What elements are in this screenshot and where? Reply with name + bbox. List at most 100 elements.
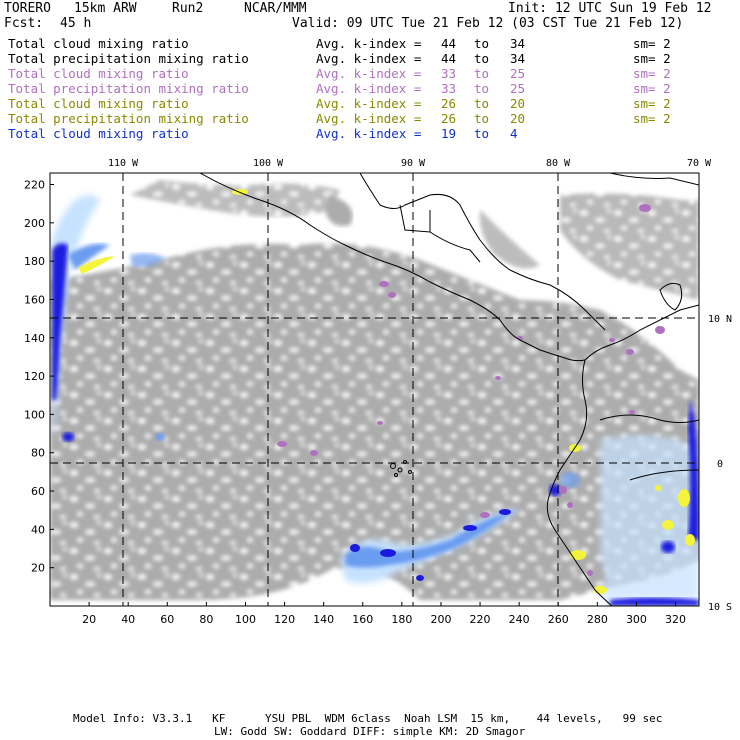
y-tick-label: 100 bbox=[24, 408, 45, 421]
legend-to: 34 bbox=[510, 51, 526, 66]
legend-field: Total cloud mixing ratio bbox=[8, 96, 189, 111]
legend-row: Total cloud mixing ratio Avg. k-index = 26… bbox=[8, 96, 733, 111]
legend-field: Total cloud mixing ratio bbox=[8, 126, 189, 141]
forecast-label: Fcst: bbox=[4, 16, 44, 31]
x-ticks: 20 40 60 80 100 120 140 160 180 200 220 240 260 280 30… bbox=[82, 602, 686, 626]
init-time: Init: 12 UTC Sun 19 Feb 12 bbox=[508, 1, 712, 16]
y-tick-label: 20 bbox=[31, 562, 45, 575]
x-tick-label: 200 bbox=[430, 613, 451, 626]
x-tick-label: 300 bbox=[626, 613, 647, 626]
longitude-label: 100 W bbox=[253, 158, 284, 169]
legend-to: 20 bbox=[510, 96, 526, 111]
x-tick-label: 160 bbox=[352, 613, 373, 626]
x-tick-label: 20 bbox=[82, 613, 96, 626]
y-ticks: 220 200 180 160 140 120 100 80 60 40 20 bbox=[24, 178, 54, 575]
legend-idx-label: Avg. k-index = bbox=[316, 81, 422, 96]
longitude-labels: 110 W 100 W 90 W 80 W 70 W bbox=[108, 158, 712, 169]
legend-from: 19 bbox=[441, 126, 457, 141]
purple-patches bbox=[277, 204, 665, 576]
y-tick-label: 160 bbox=[24, 293, 45, 306]
legend-row: Total precipitation mixing ratio Avg. k-i… bbox=[8, 111, 733, 126]
legend-field: Total precipitation mixing ratio bbox=[8, 81, 249, 96]
latitude-labels: 10 N 0 10 S bbox=[708, 314, 732, 613]
x-tick-label: 320 bbox=[665, 613, 686, 626]
legend-from: 44 bbox=[441, 51, 457, 66]
field-layer bbox=[50, 173, 699, 606]
legend-to: 4 bbox=[510, 126, 518, 141]
y-tick-label: 60 bbox=[31, 485, 45, 498]
legend-sm: sm= 2 bbox=[633, 66, 671, 81]
legend-to: 25 bbox=[510, 81, 526, 96]
x-tick-label: 180 bbox=[391, 613, 412, 626]
blue-cloud-left bbox=[52, 189, 248, 442]
latitude-label: 0 bbox=[717, 459, 723, 470]
legend-field: Total cloud mixing ratio bbox=[8, 66, 189, 81]
y-tick-label: 80 bbox=[31, 447, 45, 460]
x-tick-label: 260 bbox=[548, 613, 569, 626]
legend-to-label: to bbox=[474, 36, 490, 51]
longitude-label: 90 W bbox=[401, 158, 426, 169]
latitude-label: 10 S bbox=[708, 602, 732, 613]
x-tick-label: 100 bbox=[235, 613, 256, 626]
legend-from: 26 bbox=[441, 96, 457, 111]
legend-row: Total cloud mixing ratio Avg. k-index = 44… bbox=[8, 36, 733, 51]
legend-sm: sm= 2 bbox=[633, 51, 671, 66]
coastlines bbox=[199, 173, 699, 606]
legend-idx-label: Avg. k-index = bbox=[316, 126, 422, 141]
blue-band-bottom bbox=[340, 508, 520, 584]
legend-to-label: to bbox=[474, 81, 490, 96]
blue-cloud-right bbox=[549, 400, 699, 606]
longitude-label: 80 W bbox=[546, 158, 571, 169]
y-tick-label: 220 bbox=[24, 178, 45, 191]
run-label: Run2 bbox=[172, 1, 204, 16]
legend-row: Total cloud mixing ratio Avg. k-index = 33… bbox=[8, 66, 733, 81]
yellow-patches bbox=[569, 444, 695, 594]
x-tick-label: 40 bbox=[121, 613, 135, 626]
legend-field: Total cloud mixing ratio bbox=[8, 36, 189, 51]
legend-to-label: to bbox=[474, 66, 490, 81]
legend-idx-label: Avg. k-index = bbox=[316, 96, 422, 111]
valid-time: Valid: 09 UTC Tue 21 Feb 12 (03 CST Tue … bbox=[292, 16, 684, 31]
legend-sm: sm= 2 bbox=[633, 36, 671, 51]
y-tick-label: 120 bbox=[24, 370, 45, 383]
x-tick-label: 80 bbox=[199, 613, 213, 626]
legend-row: Total precipitation mixing ratio Avg. k-i… bbox=[8, 51, 733, 66]
legend-idx-label: Avg. k-index = bbox=[316, 36, 422, 51]
x-tick-label: 140 bbox=[313, 613, 334, 626]
legend-field: Total precipitation mixing ratio bbox=[8, 111, 249, 126]
legend-from: 26 bbox=[441, 111, 457, 126]
legend-sm: sm= 2 bbox=[633, 111, 671, 126]
x-tick-label: 280 bbox=[587, 613, 608, 626]
latlon-grid bbox=[50, 173, 699, 606]
latitude-label: 10 N bbox=[708, 314, 732, 325]
x-tick-label: 120 bbox=[274, 613, 295, 626]
x-tick-label: 60 bbox=[160, 613, 174, 626]
resolution: 15km ARW bbox=[74, 1, 137, 16]
legend-to: 20 bbox=[510, 111, 526, 126]
legend-to-label: to bbox=[474, 96, 490, 111]
y-tick-label: 40 bbox=[31, 523, 45, 536]
footer-physics: LW: Godd SW: Goddard DIFF: simple KM: 2D… bbox=[214, 725, 526, 738]
y-tick-label: 140 bbox=[24, 332, 45, 345]
legend-from: 33 bbox=[441, 81, 457, 96]
longitude-label: 110 W bbox=[108, 158, 139, 169]
legend-to: 34 bbox=[510, 36, 526, 51]
legend-to-label: to bbox=[474, 51, 490, 66]
legend-idx-label: Avg. k-index = bbox=[316, 111, 422, 126]
legend-field: Total precipitation mixing ratio bbox=[8, 51, 249, 66]
legend-idx-label: Avg. k-index = bbox=[316, 66, 422, 81]
organization: NCAR/MMM bbox=[244, 1, 307, 16]
legend-to-label: to bbox=[474, 111, 490, 126]
forecast-hour: 45 h bbox=[60, 16, 92, 31]
legend-from: 44 bbox=[441, 36, 457, 51]
legend-row: Total cloud mixing ratio Avg. k-index = 19… bbox=[8, 126, 733, 141]
legend-sm: sm= 2 bbox=[633, 81, 671, 96]
x-tick-label: 240 bbox=[509, 613, 530, 626]
plot-frame bbox=[49, 172, 700, 607]
legend-to-label: to bbox=[474, 126, 490, 141]
x-tick-label: 220 bbox=[470, 613, 491, 626]
legend-sm: sm= 2 bbox=[633, 96, 671, 111]
longitude-label: 70 W bbox=[687, 158, 712, 169]
legend-row: Total precipitation mixing ratio Avg. k-i… bbox=[8, 81, 733, 96]
